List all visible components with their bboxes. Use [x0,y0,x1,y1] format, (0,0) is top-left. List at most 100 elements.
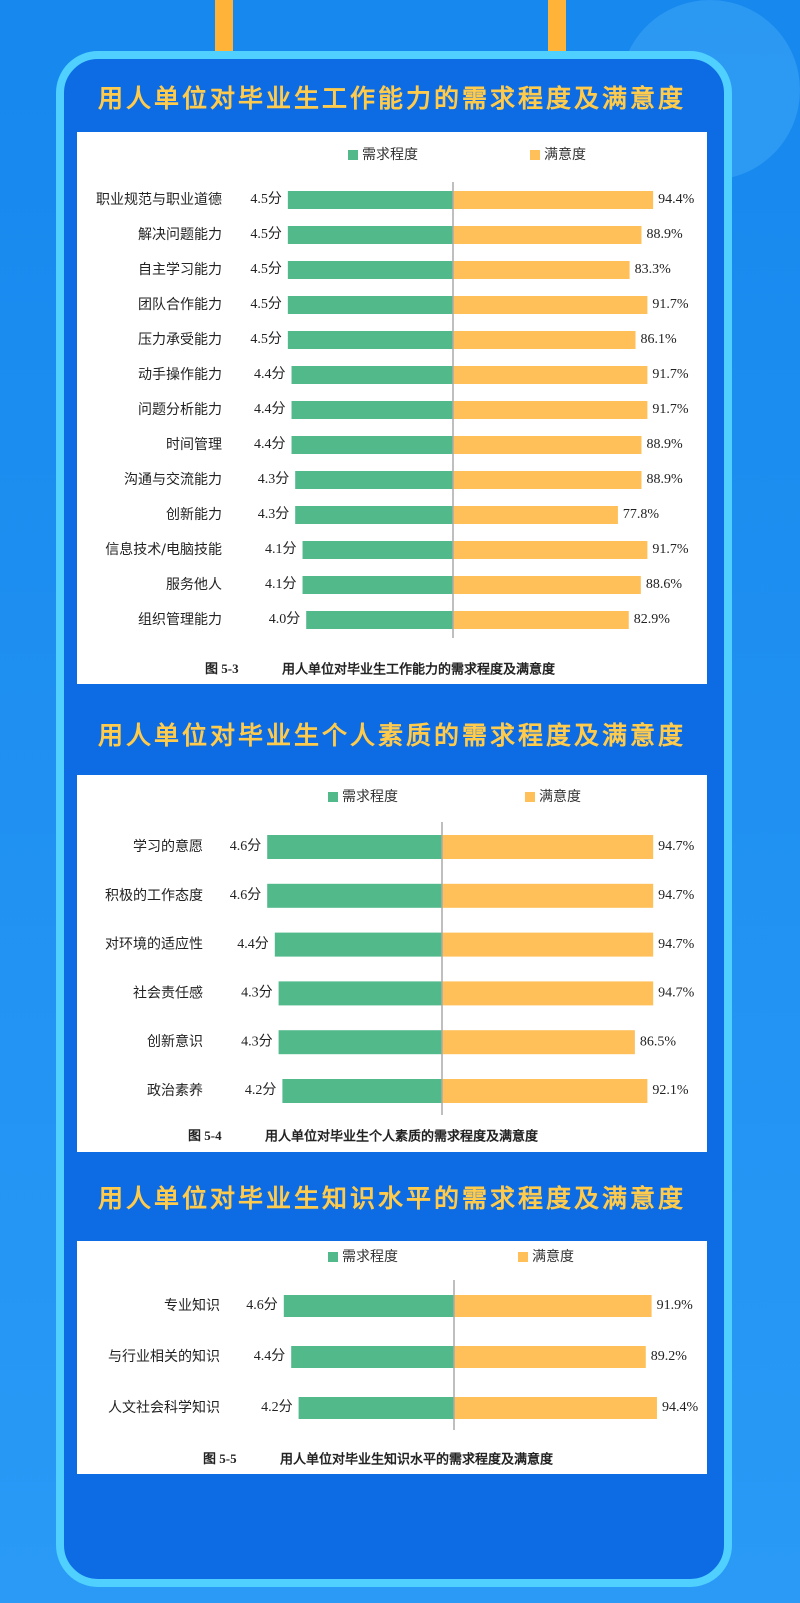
category-label: 压力承受能力 [138,332,222,348]
demand-bar [267,835,442,859]
demand-bar [295,471,453,489]
satisfaction-bar [453,576,641,594]
category-label: 团队合作能力 [138,297,222,313]
value-label: 86.1% [641,332,678,347]
demand-bar [287,261,453,279]
demand-bar [278,981,442,1006]
demand-bar [302,576,453,594]
value-label: 88.6% [646,577,683,592]
satisfaction-bar [453,506,618,524]
value-label: 4.1分 [265,541,297,557]
satisfaction-bar [454,1295,652,1317]
category-label: 职业规范与职业道德 [96,191,222,208]
value-label: 4.1分 [265,576,297,592]
value-label: 92.1% [652,1083,689,1098]
value-label: 4.3分 [258,471,290,487]
category-label: 时间管理 [166,437,222,453]
legend-label: 满意度 [532,1248,574,1265]
legend-swatch [518,1252,528,1262]
demand-bar [287,191,453,209]
category-label: 政治素养 [147,1083,203,1099]
caption: 用人单位对毕业生知识水平的需求程度及满意度 [279,1452,554,1468]
value-label: 94.7% [658,937,695,952]
category-label: 信息技术/电脑技能 [105,541,222,558]
satisfaction-bar [442,883,654,908]
satisfaction-bar [453,436,642,454]
value-label: 86.5% [640,1034,677,1049]
category-label: 专业知识 [164,1297,220,1314]
demand-bar [282,1079,442,1103]
figure-label: 图 5-3 [205,661,239,676]
value-label: 83.3% [635,262,672,277]
legend-label: 需求程度 [342,789,398,805]
satisfaction-bar [442,1079,648,1103]
demand-bar [291,401,453,419]
demand-bar [287,226,453,244]
category-label: 服务他人 [166,577,222,593]
category-label: 积极的工作态度 [105,888,203,904]
value-label: 4.0分 [269,611,301,627]
satisfaction-bar [453,261,630,279]
value-label: 4.5分 [250,226,282,242]
value-label: 94.4% [662,1400,699,1415]
demand-bar [278,1030,442,1055]
legend-swatch [530,150,540,160]
value-label: 91.7% [652,367,689,382]
value-label: 88.9% [646,437,683,452]
category-label: 与行业相关的知识 [108,1348,220,1365]
section-title: 用人单位对毕业生个人素质的需求程度及满意度 [98,721,686,750]
satisfaction-bar [442,1030,635,1055]
demand-bar [295,506,453,524]
legend-label: 满意度 [544,146,586,163]
value-label: 88.9% [646,472,683,487]
value-label: 88.9% [646,227,683,242]
legend-swatch [328,792,338,802]
satisfaction-bar [453,331,636,349]
value-label: 4.6分 [230,887,262,903]
category-label: 组织管理能力 [138,612,222,628]
satisfaction-bar [453,366,648,384]
satisfaction-bar [442,835,654,859]
category-label: 沟通与交流能力 [124,471,222,488]
satisfaction-bar [454,1346,646,1368]
legend-swatch [348,150,358,160]
demand-bar [291,1346,454,1368]
value-label: 94.7% [658,986,695,1001]
value-label: 82.9% [634,612,671,627]
legend-label: 需求程度 [362,147,418,163]
demand-bar [283,1295,454,1317]
value-label: 4.5分 [250,331,282,347]
category-label: 学习的意愿 [133,838,203,855]
value-label: 94.4% [658,192,695,207]
value-label: 4.4分 [254,436,286,452]
demand-bar [287,331,453,349]
value-label: 4.6分 [246,1297,278,1313]
value-label: 4.3分 [258,506,290,522]
value-label: 4.4分 [254,1348,286,1364]
value-label: 91.7% [652,402,689,417]
tab [215,0,233,60]
satisfaction-bar [453,296,648,314]
category-label: 社会责任感 [133,984,203,1001]
satisfaction-bar [453,541,648,559]
category-label: 自主学习能力 [138,262,222,278]
legend-swatch [328,1252,338,1262]
value-label: 94.7% [658,839,695,854]
value-label: 89.2% [651,1349,688,1364]
demand-bar [306,611,453,629]
caption: 用人单位对毕业生工作能力的需求程度及满意度 [281,662,556,678]
category-label: 解决问题能力 [138,227,222,243]
satisfaction-bar [453,226,642,244]
legend-label: 需求程度 [342,1249,398,1265]
value-label: 4.3分 [241,1033,273,1049]
figure-label: 图 5-4 [188,1128,222,1143]
value-label: 77.8% [623,507,660,522]
category-label: 对环境的适应性 [105,936,203,953]
satisfaction-bar [454,1397,657,1419]
demand-bar [274,932,442,957]
figure-label: 图 5-5 [203,1451,237,1466]
satisfaction-bar [442,932,654,957]
demand-bar [291,366,453,384]
section-title: 用人单位对毕业生知识水平的需求程度及满意度 [98,1184,686,1213]
demand-bar [287,296,453,314]
